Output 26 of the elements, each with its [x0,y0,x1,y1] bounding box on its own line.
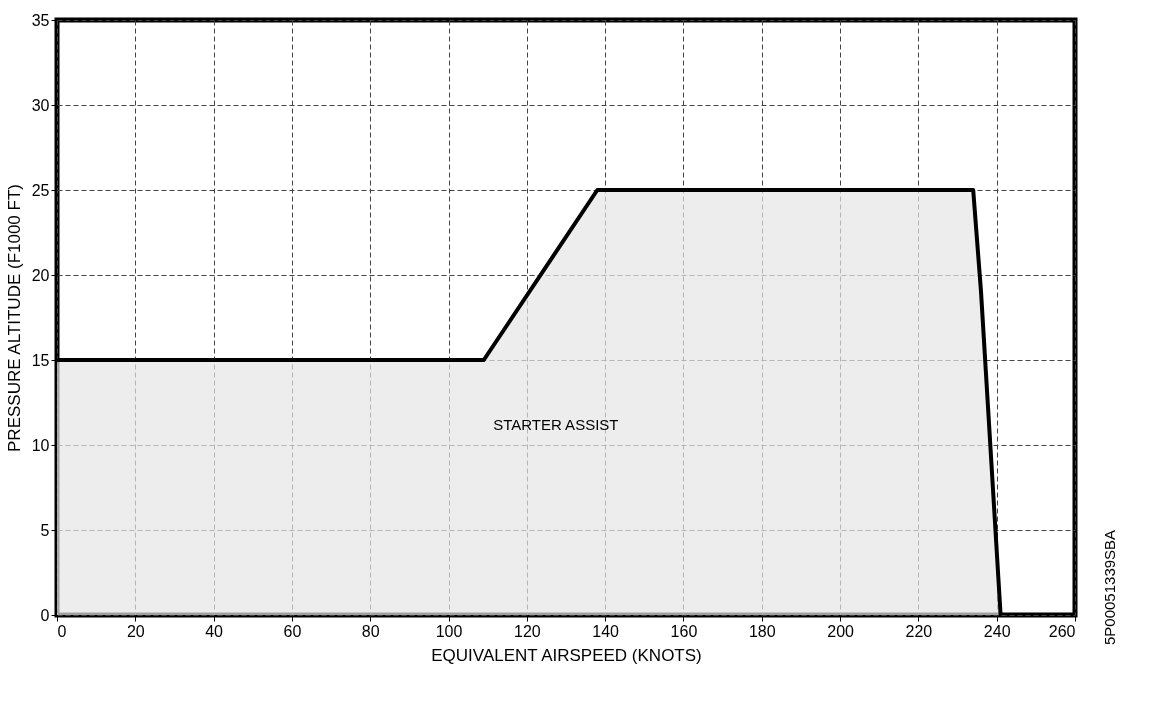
x-tick-label: 100 [435,622,463,640]
x-tick-label: 80 [361,622,380,640]
text: 5P00051339SBA [1101,529,1118,645]
x-tick-label: 20 [126,622,145,640]
y-tick-label: 35 [31,11,50,29]
y-tick-label: 20 [31,266,50,284]
y-tick-label: 0 [40,606,50,624]
x-tick-label: 220 [905,622,933,640]
x-tick-label: 240 [983,622,1011,640]
x-tick-label: 140 [592,622,620,640]
x-tick-label: 120 [513,622,541,640]
x-tick-label: 160 [670,622,698,640]
y-axis-title: PRESSURE ALTITUDE (F1000 FT) [4,184,24,452]
x-tick-label: 40 [205,622,224,640]
x-tick-label: 0 [57,622,67,640]
y-tick-label: 10 [31,436,50,454]
y-tick-label: 15 [31,351,50,369]
x-tick-label: 60 [283,622,302,640]
y-tick-label: 30 [31,96,50,114]
x-tick-label: 180 [748,622,776,640]
y-tick-label: 25 [31,181,50,199]
annotation: STARTER ASSIST [493,415,619,433]
x-tick-label: 200 [827,622,855,640]
x-axis-title: EQUIVALENT AIRSPEED (KNOTS) [431,645,702,665]
y-tick-label: 5 [40,521,50,539]
x-tick-label: 260 [1048,622,1076,640]
